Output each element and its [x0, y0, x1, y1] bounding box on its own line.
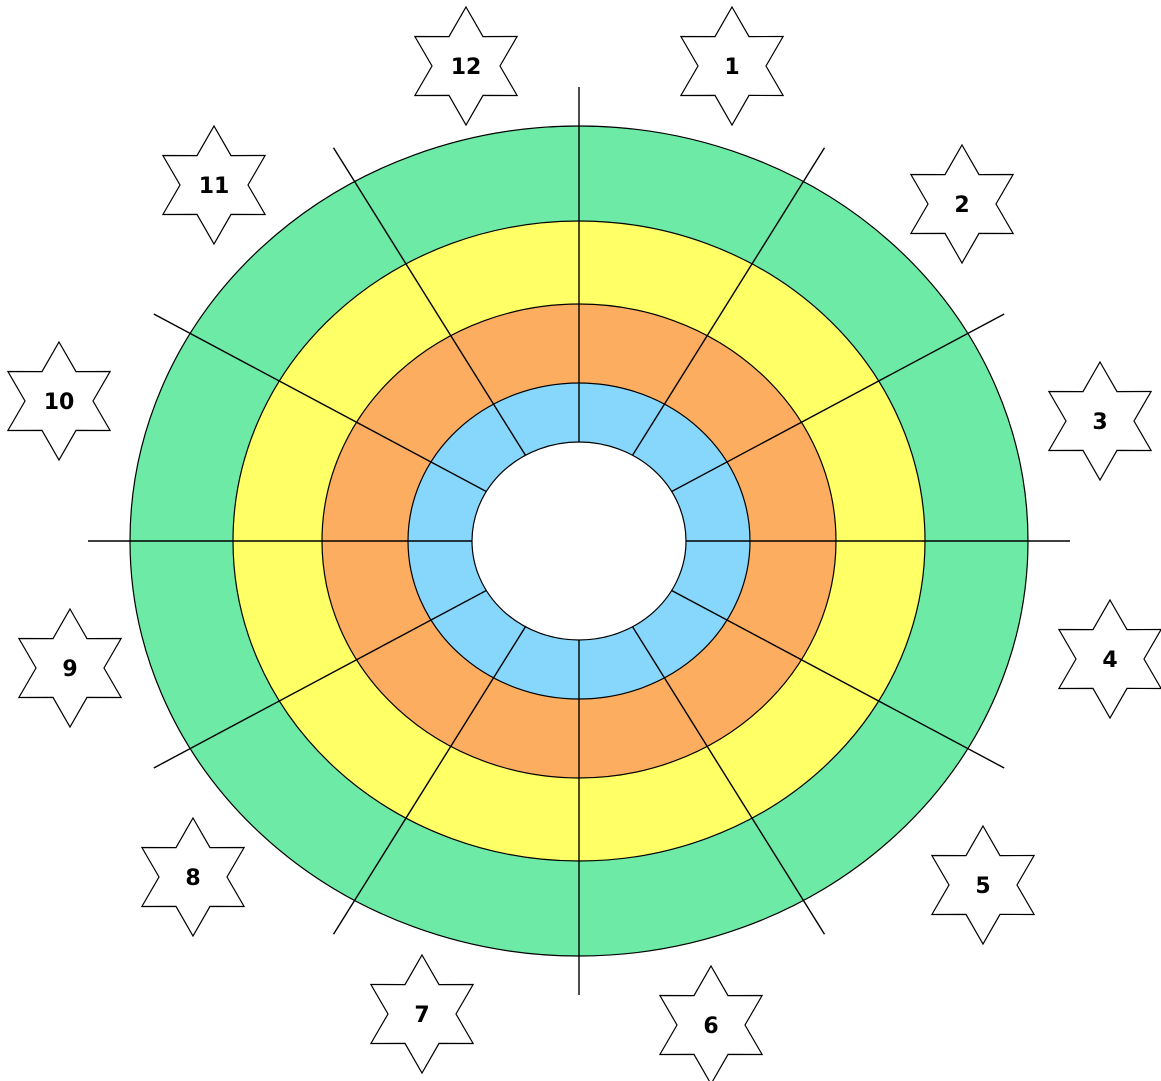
star-label: 12: [451, 55, 482, 80]
star-11: 11: [161, 124, 267, 246]
star-1: 1: [679, 5, 785, 127]
star-label: 5: [975, 874, 990, 899]
star-3: 3: [1047, 360, 1153, 482]
star-label: 8: [185, 866, 200, 891]
star-shape: [6, 340, 112, 462]
star-5: 5: [930, 824, 1036, 946]
star-label: 6: [703, 1014, 718, 1039]
star-label: 10: [44, 390, 75, 415]
star-shape: [679, 5, 785, 127]
star-label: 9: [62, 657, 77, 682]
star-label: 4: [1102, 648, 1117, 673]
star-shape: [1057, 598, 1161, 720]
center-circle: [471, 441, 687, 641]
star-7: 7: [369, 953, 475, 1075]
star-label: 11: [199, 174, 230, 199]
star-shape: [1047, 360, 1153, 482]
star-label: 3: [1092, 410, 1107, 435]
star-shape: [161, 124, 267, 246]
star-label: 7: [414, 1003, 429, 1028]
star-2: 2: [909, 143, 1015, 265]
star-12: 12: [413, 5, 519, 127]
star-9: 9: [17, 607, 123, 729]
star-shape: [17, 607, 123, 729]
star-shape: [413, 5, 519, 127]
star-4: 4: [1057, 598, 1161, 720]
star-6: 6: [658, 964, 764, 1081]
star-shape: [140, 816, 246, 938]
star-shape: [369, 953, 475, 1075]
star-shape: [909, 143, 1015, 265]
star-10: 10: [6, 340, 112, 462]
star-shape: [930, 824, 1036, 946]
star-label: 1: [724, 55, 739, 80]
star-8: 8: [140, 816, 246, 938]
center-hole: [471, 441, 687, 641]
star-label: 2: [954, 193, 969, 218]
star-shape: [658, 964, 764, 1081]
